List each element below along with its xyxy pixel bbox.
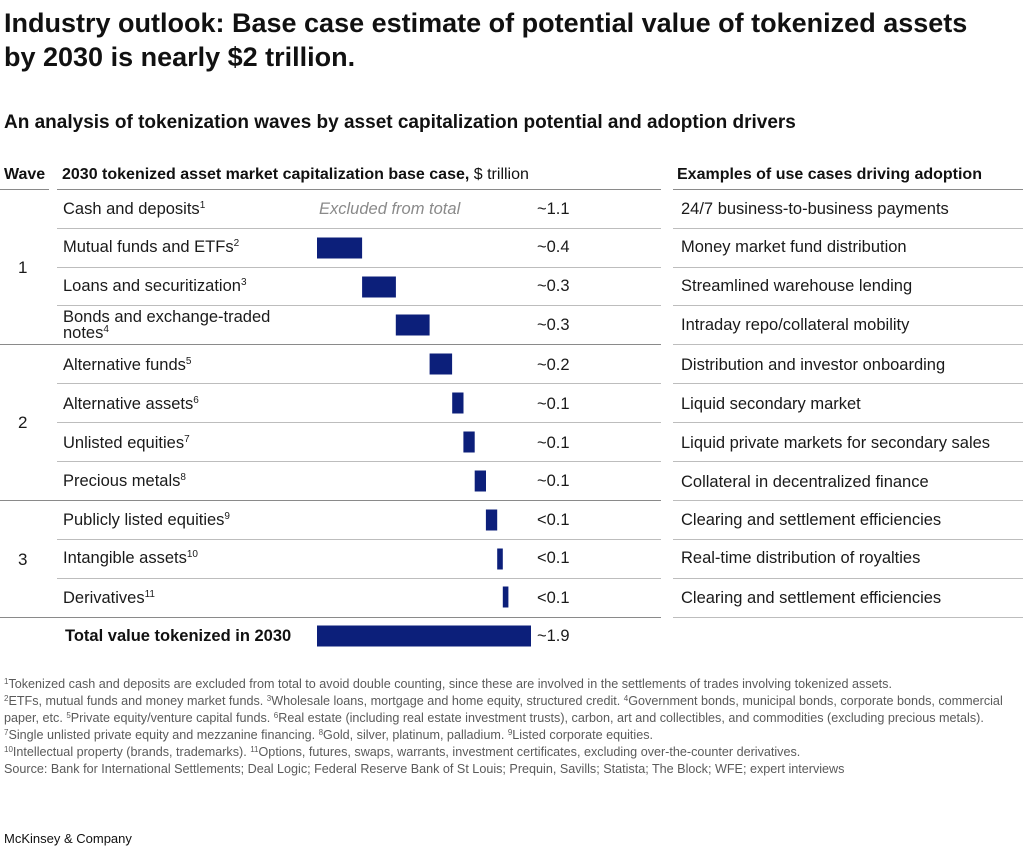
bar-publicly-listed-equities [485, 509, 498, 531]
use-cases-column-header: Examples of use cases driving adoption [677, 166, 982, 183]
value-label-derivatives: <0.1 [537, 589, 570, 607]
footnote-5: Private equity/venture capital funds. [70, 711, 271, 725]
value-label-intangible-assets: <0.1 [537, 549, 570, 567]
row-divider [673, 461, 1023, 462]
use-case-alt-assets: Liquid secondary market [681, 395, 861, 413]
use-case-bonds: Intraday repo/collateral mobility [681, 316, 910, 334]
footnote-2: ETFs, mutual funds and money market fund… [8, 694, 264, 708]
value-label-listed-equities: <0.1 [537, 511, 570, 529]
bar-loans-and-securitization [362, 276, 396, 298]
chart-title: Industry outlook: Base case estimate of … [4, 8, 968, 72]
bar-unlisted-equities [463, 431, 475, 453]
row-divider [57, 461, 661, 462]
footnote-7: Single unlisted private equity and mezza… [8, 728, 316, 742]
brand-logo-text: McKinsey & Company [4, 831, 132, 846]
row-label-alt-assets: Alternative assets6 [63, 395, 199, 413]
row-divider [673, 539, 1023, 540]
row-divider [673, 578, 1023, 579]
row-divider [673, 267, 1023, 268]
row-divider [673, 228, 1023, 229]
row-divider [57, 539, 661, 540]
value-label-mutual-funds: ~0.4 [537, 238, 570, 256]
bar-bonds-and-exchange-traded-notes [395, 314, 430, 336]
row-divider [57, 228, 661, 229]
wave-number-1: 1 [18, 258, 28, 277]
value-label-precious-metals: ~0.1 [537, 472, 570, 490]
header-rule-examples [673, 189, 1023, 190]
row-divider [673, 617, 1023, 618]
footnote-1: Tokenized cash and deposits are excluded… [8, 677, 892, 691]
wave-number-3: 3 [18, 550, 28, 569]
use-case-mutual-funds: Money market fund distribution [681, 238, 907, 256]
row-divider [57, 383, 661, 384]
header-rule-wave [0, 189, 49, 190]
bar-alternative-funds [429, 353, 453, 375]
wave-divider [0, 344, 661, 345]
use-case-listed-equities: Clearing and settlement efficiencies [681, 511, 942, 529]
footnote-10: Intellectual property (brands, trademark… [12, 745, 247, 759]
use-case-loans: Streamlined warehouse lending [681, 277, 913, 295]
capitalization-column-header: 2030 tokenized asset market capitalizati… [62, 166, 529, 183]
row-label-loans: Loans and securitization3 [63, 277, 247, 295]
value-label-unlisted-equities: ~0.1 [537, 434, 570, 452]
row-divider [673, 305, 1023, 306]
row-divider [57, 267, 661, 268]
row-label-mutual-funds: Mutual funds and ETFs2 [63, 238, 240, 256]
footnote-8: Gold, silver, platinum, palladium. [323, 728, 505, 742]
wave-divider [0, 617, 661, 618]
value-label-cash: ~1.1 [537, 200, 570, 218]
value-label-alt-assets: ~0.1 [537, 395, 570, 413]
row-label-intangible-assets: Intangible assets10 [63, 549, 198, 567]
footnote-9: Listed corporate equities. [512, 728, 654, 742]
unit-label: $ trillion [473, 166, 529, 183]
bar-intangible-assets [497, 548, 503, 570]
row-divider [673, 383, 1023, 384]
row-label-alt-funds: Alternative funds5 [63, 356, 192, 374]
wave-divider [0, 500, 661, 501]
bar-alternative-assets [452, 392, 464, 414]
use-case-alt-funds: Distribution and investor onboarding [681, 356, 946, 374]
use-case-precious-metals: Collateral in decentralized finance [681, 473, 929, 491]
row-label-cash: Cash and deposits1 [63, 200, 206, 218]
bar-mutual-funds-and-etfs [317, 237, 363, 259]
chart-subtitle: An analysis of tokenization waves by ass… [4, 112, 796, 133]
excluded-note: Excluded from total [319, 200, 461, 218]
header-rule-cap [57, 189, 661, 190]
value-label-total: ~1.9 [537, 627, 570, 645]
wave-column-header: Wave [4, 166, 46, 183]
row-label-listed-equities: Publicly listed equities9 [63, 511, 230, 529]
row-label-derivatives: Derivatives11 [63, 589, 155, 607]
row-divider [57, 305, 661, 306]
row-divider [673, 500, 1023, 501]
row-label-bonds: Bonds and exchange-traded notes4 [63, 308, 271, 342]
footnote-11: Options, futures, swaps, warrants, inves… [258, 745, 801, 759]
footnotes: 1Tokenized cash and deposits are exclude… [4, 676, 1014, 778]
value-label-alt-funds: ~0.2 [537, 356, 570, 374]
bar-derivatives [502, 586, 509, 608]
footnote-4: Government bonds, municipal bonds, corpo… [4, 694, 1003, 725]
bar-total [317, 625, 531, 647]
row-label-unlisted-equities: Unlisted equities7 [63, 434, 190, 452]
row-label-precious-metals: Precious metals8 [63, 472, 186, 490]
wave-number-2: 2 [18, 413, 28, 432]
use-case-derivatives: Clearing and settlement efficiencies [681, 589, 942, 607]
footnote-3: Wholesale loans, mortgage and home equit… [271, 694, 621, 708]
bar-precious-metals [474, 470, 486, 492]
row-divider [57, 578, 661, 579]
use-case-unlisted-equities: Liquid private markets for secondary sal… [681, 434, 991, 452]
total-label: Total value tokenized in 2030 [65, 627, 292, 645]
row-divider [57, 422, 661, 423]
use-case-intangible-assets: Real-time distribution of royalties [681, 549, 921, 567]
source-note: Source: Bank for International Settlemen… [4, 762, 845, 776]
value-label-loans: ~0.3 [537, 277, 570, 295]
use-case-cash: 24/7 business-to-business payments [681, 200, 949, 218]
row-divider [673, 422, 1023, 423]
value-label-bonds: ~0.3 [537, 316, 570, 334]
row-divider [673, 344, 1023, 345]
footnote-6: Real estate (including real estate inves… [278, 711, 984, 725]
